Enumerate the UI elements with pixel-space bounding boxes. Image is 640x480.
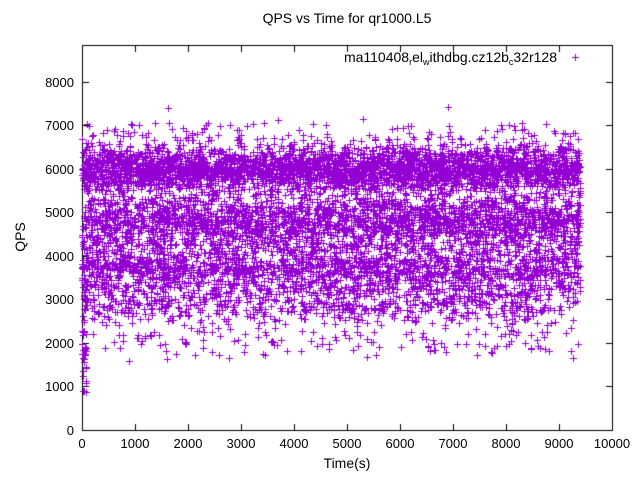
x-tick-label: 2000 xyxy=(173,436,203,451)
x-tick-label: 9000 xyxy=(544,436,574,451)
y-tick-label: 3000 xyxy=(45,292,74,308)
x-tick-label: 6000 xyxy=(385,436,415,451)
legend: ma110408relwithdbg.cz12bc32r128 xyxy=(343,49,557,67)
x-tick-label: 5000 xyxy=(332,436,362,451)
legend-label: ma110408relwithdbg.cz12bc32r128 xyxy=(343,49,557,67)
y-tick-label: 7000 xyxy=(45,118,74,134)
x-tick-label: 0 xyxy=(78,436,86,451)
y-tick-label: 0 xyxy=(66,423,74,438)
y-tick-label: 2000 xyxy=(45,335,74,351)
x-axis-title: Time(s) xyxy=(323,455,371,471)
y-axis-title: QPS xyxy=(12,222,28,252)
x-tick-label: 7000 xyxy=(438,436,468,451)
y-tick-label: 1000 xyxy=(45,379,74,395)
x-tick-label: 8000 xyxy=(491,436,521,451)
legend-label-subscript: c xyxy=(508,57,514,67)
x-tick-label: 3000 xyxy=(226,436,256,451)
legend-label-subscript: r xyxy=(409,57,413,67)
legend-label-text: el xyxy=(412,49,423,65)
legend-label-subscript: w xyxy=(423,57,430,67)
legend-label-text: ma110408 xyxy=(343,49,410,65)
chart-title: QPS vs Time for qr1000.L5 xyxy=(262,10,432,26)
y-tick-label: 4000 xyxy=(45,248,74,264)
y-tick-label: 6000 xyxy=(45,161,74,177)
x-tick-label: 4000 xyxy=(279,436,309,451)
x-tick-label: 10000 xyxy=(593,436,631,451)
legend-label-text: 32r128 xyxy=(513,49,557,65)
y-tick-label: 5000 xyxy=(45,205,74,221)
legend-label-text: ithdbg.cz12b xyxy=(429,49,509,65)
x-tick-label: 1000 xyxy=(120,436,150,451)
y-tick-label: 8000 xyxy=(45,74,74,90)
